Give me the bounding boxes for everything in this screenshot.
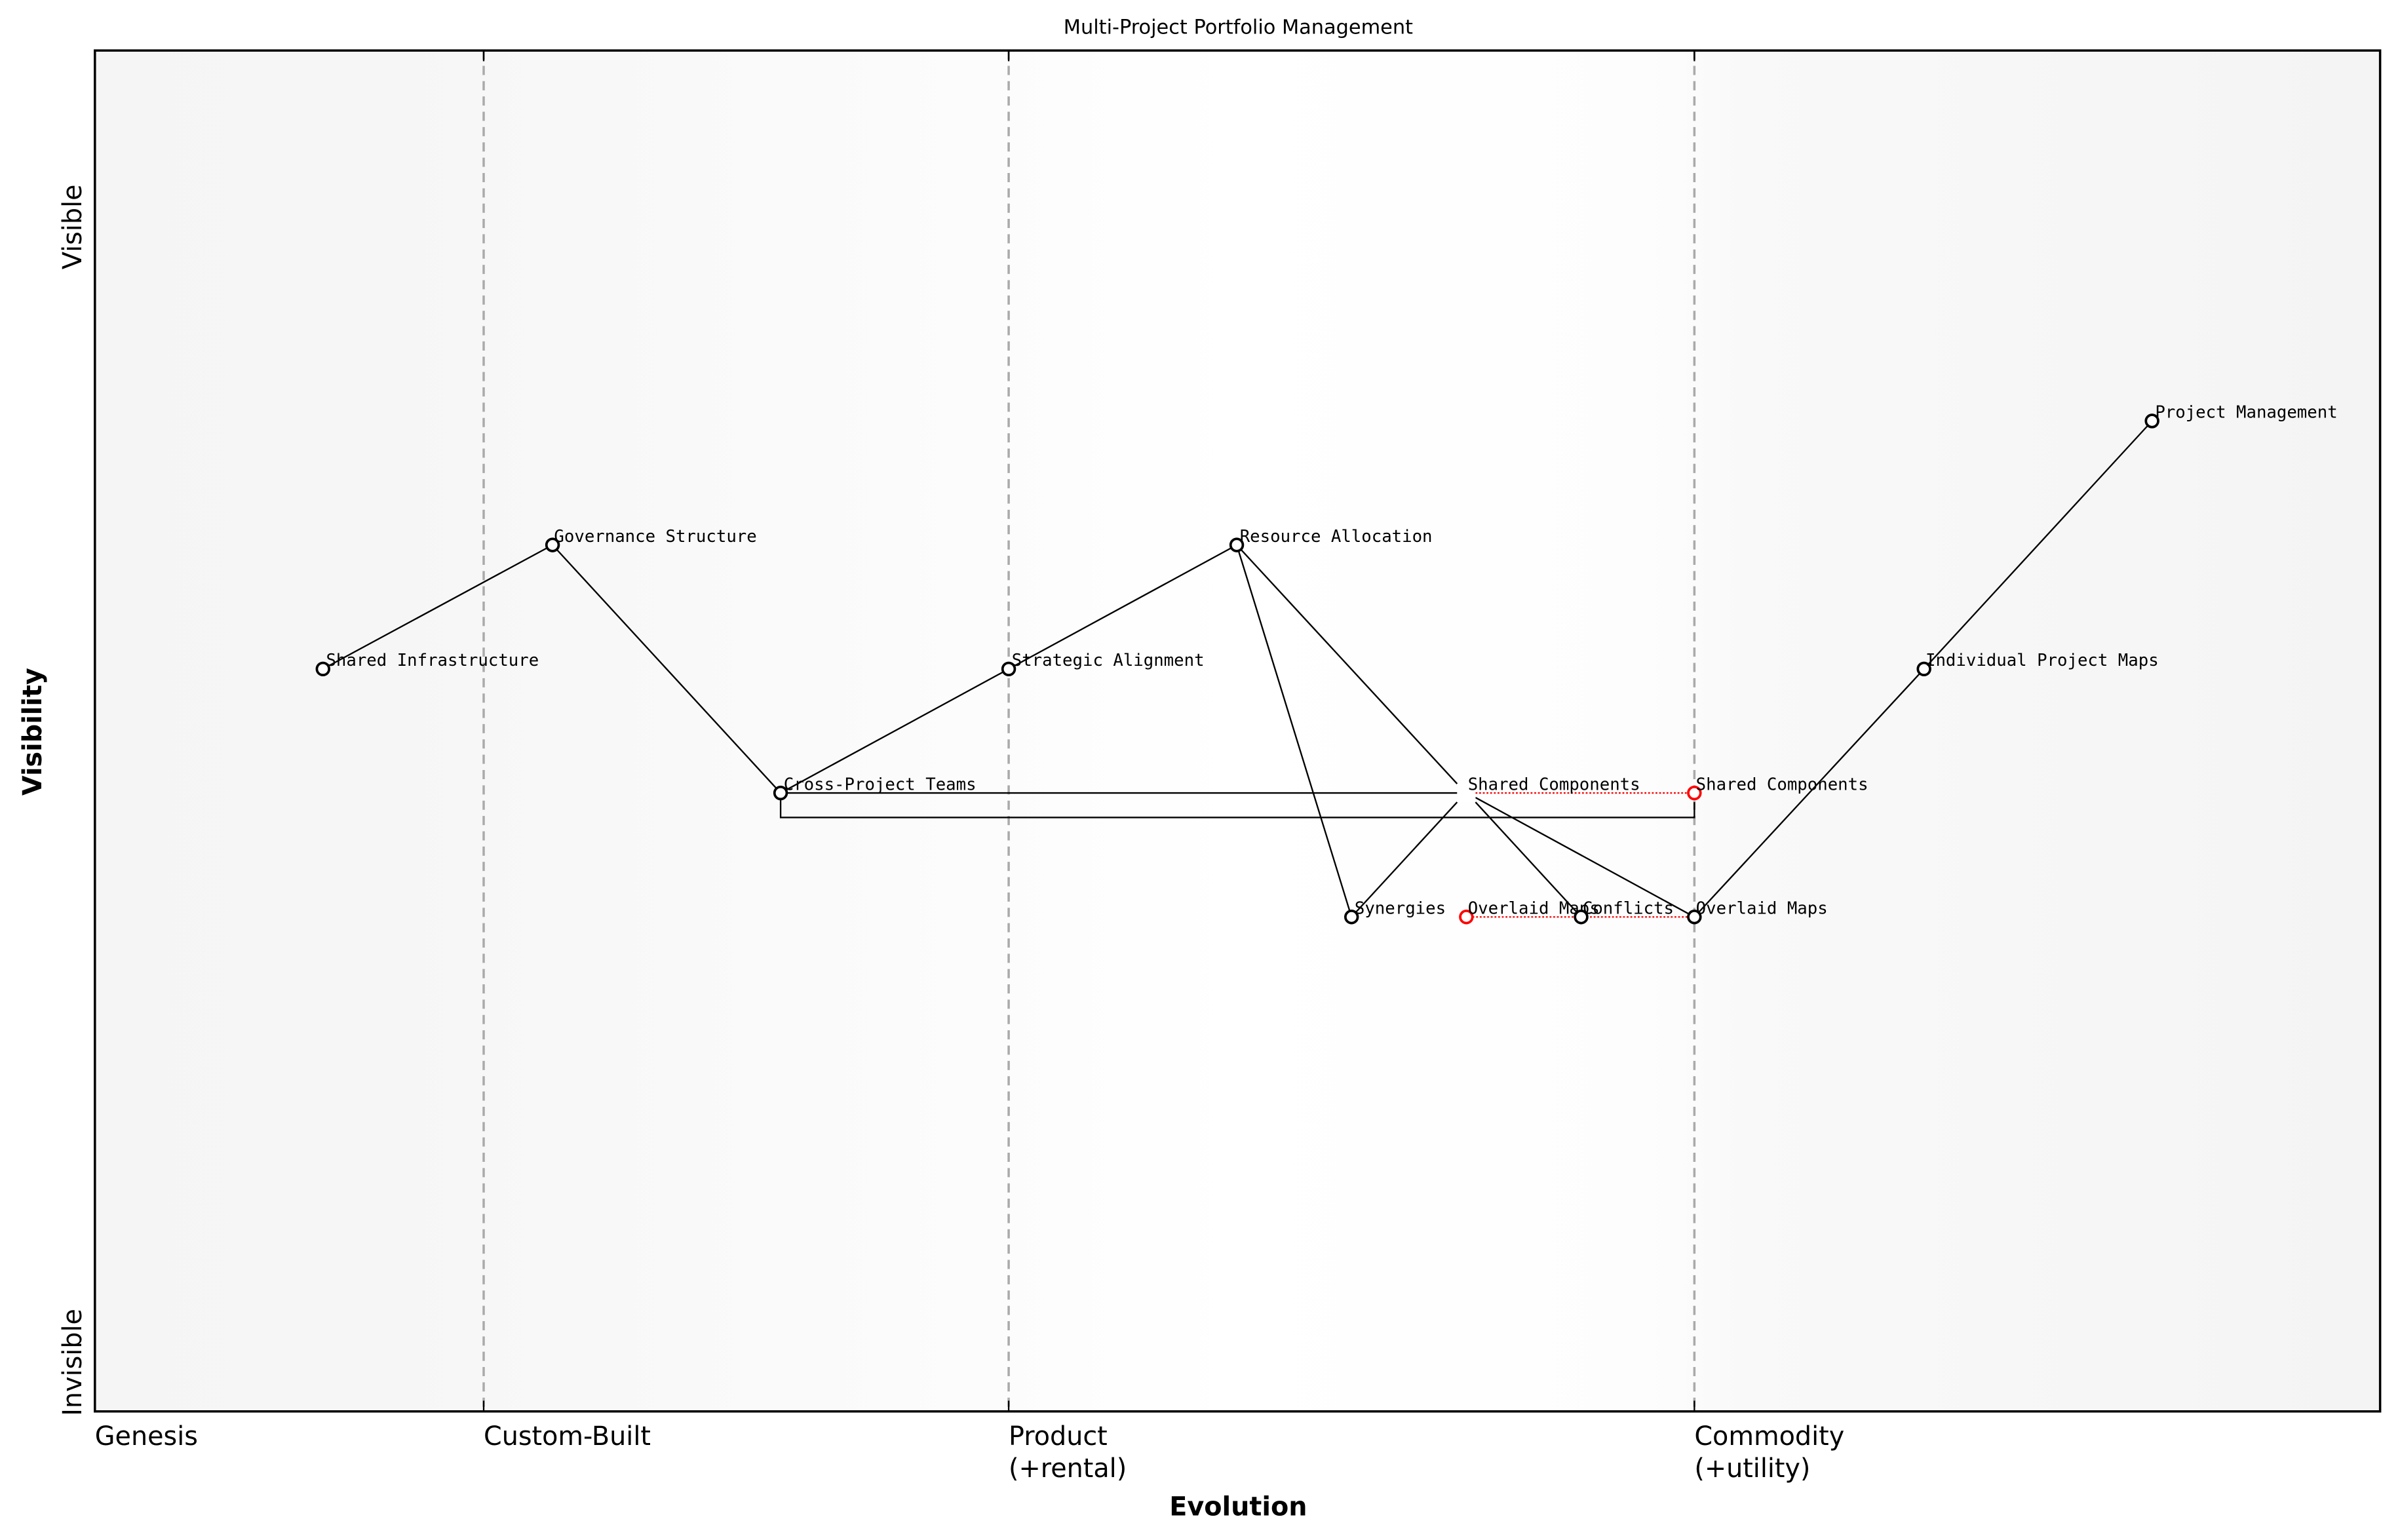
node-label: Project Management bbox=[2155, 403, 2337, 423]
node-shared-components-evolved[interactable]: Shared Components bbox=[1687, 775, 1868, 801]
link-cross-project-teams-strategic-alignment bbox=[780, 668, 1009, 794]
node-label: Conflicts bbox=[1583, 899, 1674, 919]
node-label: Governance Structure bbox=[554, 527, 756, 547]
link-shared-components-conflicts bbox=[1475, 801, 1582, 918]
x-label-genesis: Genesis bbox=[95, 1421, 198, 1452]
node-label: Shared Components bbox=[1468, 775, 1640, 794]
x-label-product-sub: (+rental) bbox=[1009, 1453, 1127, 1484]
y-axis-title: Visibility bbox=[18, 668, 48, 796]
components: Shared Infrastructure Governance Structu… bbox=[315, 403, 2338, 925]
pipeline-cross-project-teams bbox=[779, 793, 1695, 818]
node-label: Synergies bbox=[1355, 899, 1446, 919]
link-shared-components-overlaid-maps bbox=[1475, 797, 1695, 918]
link-resource-allocation-shared-components bbox=[1236, 544, 1458, 784]
node-label: Overlaid Maps bbox=[1696, 899, 1828, 919]
link-resource-allocation-synergies bbox=[1235, 545, 1353, 917]
x-label-commodity: Commodity bbox=[1694, 1421, 1844, 1452]
node-overlaid-maps[interactable]: Overlaid Maps bbox=[1687, 899, 1828, 925]
node-label: Cross-Project Teams bbox=[784, 775, 977, 794]
link-overlaid-maps-individual-project-maps bbox=[1694, 668, 1925, 918]
link-governance-cross-project-teams bbox=[552, 544, 781, 794]
node-shared-components[interactable]: Shared Components bbox=[1457, 775, 1640, 803]
link-shared-infrastructure-governance bbox=[322, 544, 553, 670]
plot-frame bbox=[94, 49, 2382, 1413]
x-label-commodity-sub: (+utility) bbox=[1694, 1453, 1810, 1484]
link-shared-components-synergies bbox=[1351, 801, 1458, 918]
dependency-links bbox=[322, 420, 2153, 918]
node-governance-structure[interactable]: Governance Structure bbox=[545, 527, 757, 552]
node-synergies[interactable]: Synergies bbox=[1344, 899, 1446, 925]
x-axis-title: Evolution bbox=[1169, 1492, 1307, 1522]
node-resource-allocation[interactable]: Resource Allocation bbox=[1229, 527, 1433, 552]
chart-title: Multi-Project Portfolio Management bbox=[1064, 16, 1413, 39]
node-individual-project-maps[interactable]: Individual Project Maps bbox=[1916, 651, 2159, 677]
node-label: Resource Allocation bbox=[1240, 527, 1433, 547]
node-strategic-alignment[interactable]: Strategic Alignment bbox=[1001, 651, 1205, 677]
node-shared-infrastructure[interactable]: Shared Infrastructure bbox=[315, 651, 539, 677]
node-project-management[interactable]: Project Management bbox=[2144, 403, 2338, 429]
stage-dividers bbox=[482, 50, 1696, 1412]
x-label-product: Product bbox=[1009, 1421, 1108, 1452]
y-label-visible: Visible bbox=[58, 184, 88, 269]
node-cross-project-teams[interactable]: Cross-Project Teams bbox=[773, 775, 977, 801]
node-label: Strategic Alignment bbox=[1012, 651, 1205, 670]
node-label: Individual Project Maps bbox=[1926, 651, 2159, 670]
node-label: Shared Infrastructure bbox=[326, 651, 539, 670]
y-label-invisible: Invisible bbox=[58, 1309, 88, 1416]
node-label: Shared Components bbox=[1696, 775, 1868, 794]
node-conflicts[interactable]: Conflicts bbox=[1574, 899, 1674, 925]
plot-area bbox=[94, 50, 2380, 1412]
x-label-custom-built: Custom-Built bbox=[484, 1421, 651, 1452]
link-strategic-alignment-resource-allocation bbox=[1008, 544, 1237, 670]
link-individual-maps-project-management bbox=[1923, 420, 2153, 670]
